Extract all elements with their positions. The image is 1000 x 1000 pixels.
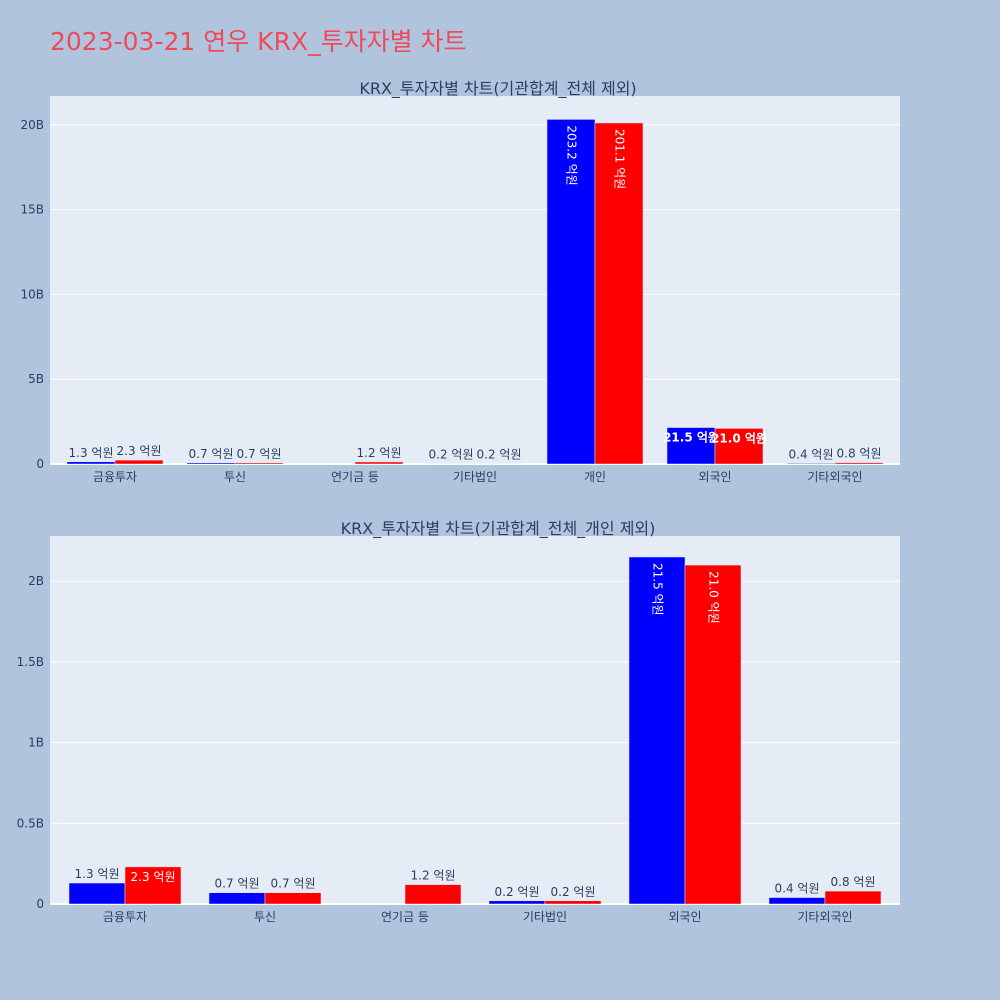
bar-value-label: 0.7 억원 [215,877,260,891]
bar-value-label: 2.3 억원 [117,444,162,458]
y-tick-label: 15B [20,203,44,217]
bar-value-label: 2.3 억원 [131,870,176,884]
sell-bar[interactable] [234,462,284,465]
y-tick-label: 10B [20,287,44,301]
bar-value-label: 21.5 억원 [663,431,719,445]
bar-value-label: 21.0 억원 [707,571,721,624]
y-tick-label: 0 [36,897,44,911]
sell-bar[interactable] [824,890,882,905]
bar-value-label: 0.4 억원 [775,882,820,896]
y-tick-label: 5B [28,372,44,386]
bar-value-label: 201.1 억원 [613,129,627,189]
x-tick-label: 금융투자 [103,910,147,924]
bar-value-label: 1.2 억원 [357,446,402,460]
buy-bar[interactable] [628,556,686,905]
sell-bar[interactable] [594,122,644,465]
sell-bar[interactable] [834,462,884,465]
sell-bar[interactable] [124,866,182,905]
x-tick-label: 투신 [224,470,246,484]
y-tick-label: 1B [28,736,44,750]
x-tick-label: 기타법인 [453,470,497,484]
buy-bar[interactable] [546,119,596,465]
bar-value-label: 0.7 억원 [189,447,234,461]
x-tick-label: 개인 [584,470,606,484]
sell-bar[interactable] [354,461,404,465]
sell-bar[interactable] [684,564,742,905]
bar-value-label: 1.2 억원 [411,869,456,883]
y-tick-label: 20B [20,118,44,132]
bar-value-label: 0.8 억원 [831,875,876,889]
x-tick-label: 기타외국인 [807,470,862,484]
buy-bar[interactable] [786,463,836,465]
plot-area [50,536,900,904]
x-tick-label: 투신 [254,910,276,924]
buy-bar[interactable] [66,461,116,465]
bar-value-label: 0.7 억원 [271,877,316,891]
buy-bar[interactable] [186,462,236,465]
x-tick-label: 외국인 [698,470,731,484]
buy-bar[interactable] [488,900,546,905]
x-tick-label: 연기금 등 [381,910,429,924]
x-tick-label: 기타법인 [523,910,567,924]
sell-bar[interactable] [114,459,164,465]
bar-value-label: 1.3 억원 [75,867,120,881]
y-tick-label: 0.5B [17,816,44,830]
bar-value-label: 0.8 억원 [837,447,882,461]
bar-value-label: 0.4 억원 [789,447,834,461]
bar-value-label: 1.3 억원 [69,446,114,460]
y-tick-label: 2B [28,574,44,588]
x-tick-label: 연기금 등 [331,470,379,484]
buy-bar[interactable] [68,882,126,905]
bar-value-label: 203.2 억원 [565,125,579,185]
sell-bar[interactable] [714,428,764,465]
bar-value-label: 0.2 억원 [551,885,596,899]
investor-chart-excl-individual: KRX_투자자별 차트(기관합계_전체_개인 제외) 0 0.5B 1B 1.5B 2B 금… [17,519,900,924]
buy-bar[interactable] [666,427,716,465]
sell-bar[interactable] [404,884,462,905]
bar-value-label: 0.2 억원 [477,448,522,462]
buy-bar[interactable] [768,897,826,905]
plot-area [50,96,900,464]
page-title: 2023-03-21 연우 KRX_투자자별 차트 [50,27,467,56]
sell-bar[interactable] [264,892,322,905]
bar-value-label: 0.2 억원 [429,448,474,462]
bar-value-label: 21.0 억원 [711,431,767,445]
bar-value-label: 0.7 억원 [237,447,282,461]
x-tick-label: 외국인 [668,910,701,924]
y-tick-label: 1.5B [17,655,44,669]
bar-value-label: 0.2 억원 [495,885,540,899]
buy-bar[interactable] [208,892,266,905]
chart-title: KRX_투자자별 차트(기관합계_전체_개인 제외) [341,519,656,539]
x-tick-label: 금융투자 [93,470,137,484]
sell-bar[interactable] [544,900,602,905]
chart-title: KRX_투자자별 차트(기관합계_전체 제외) [359,79,636,99]
x-tick-label: 기타외국인 [797,910,852,924]
bar-value-label: 21.5 억원 [651,563,665,616]
investor-chart-all: KRX_투자자별 차트(기관합계_전체 제외) 0 5B 10B 15B 20B 금융투자 1… [20,79,900,484]
y-tick-label: 0 [36,457,44,471]
